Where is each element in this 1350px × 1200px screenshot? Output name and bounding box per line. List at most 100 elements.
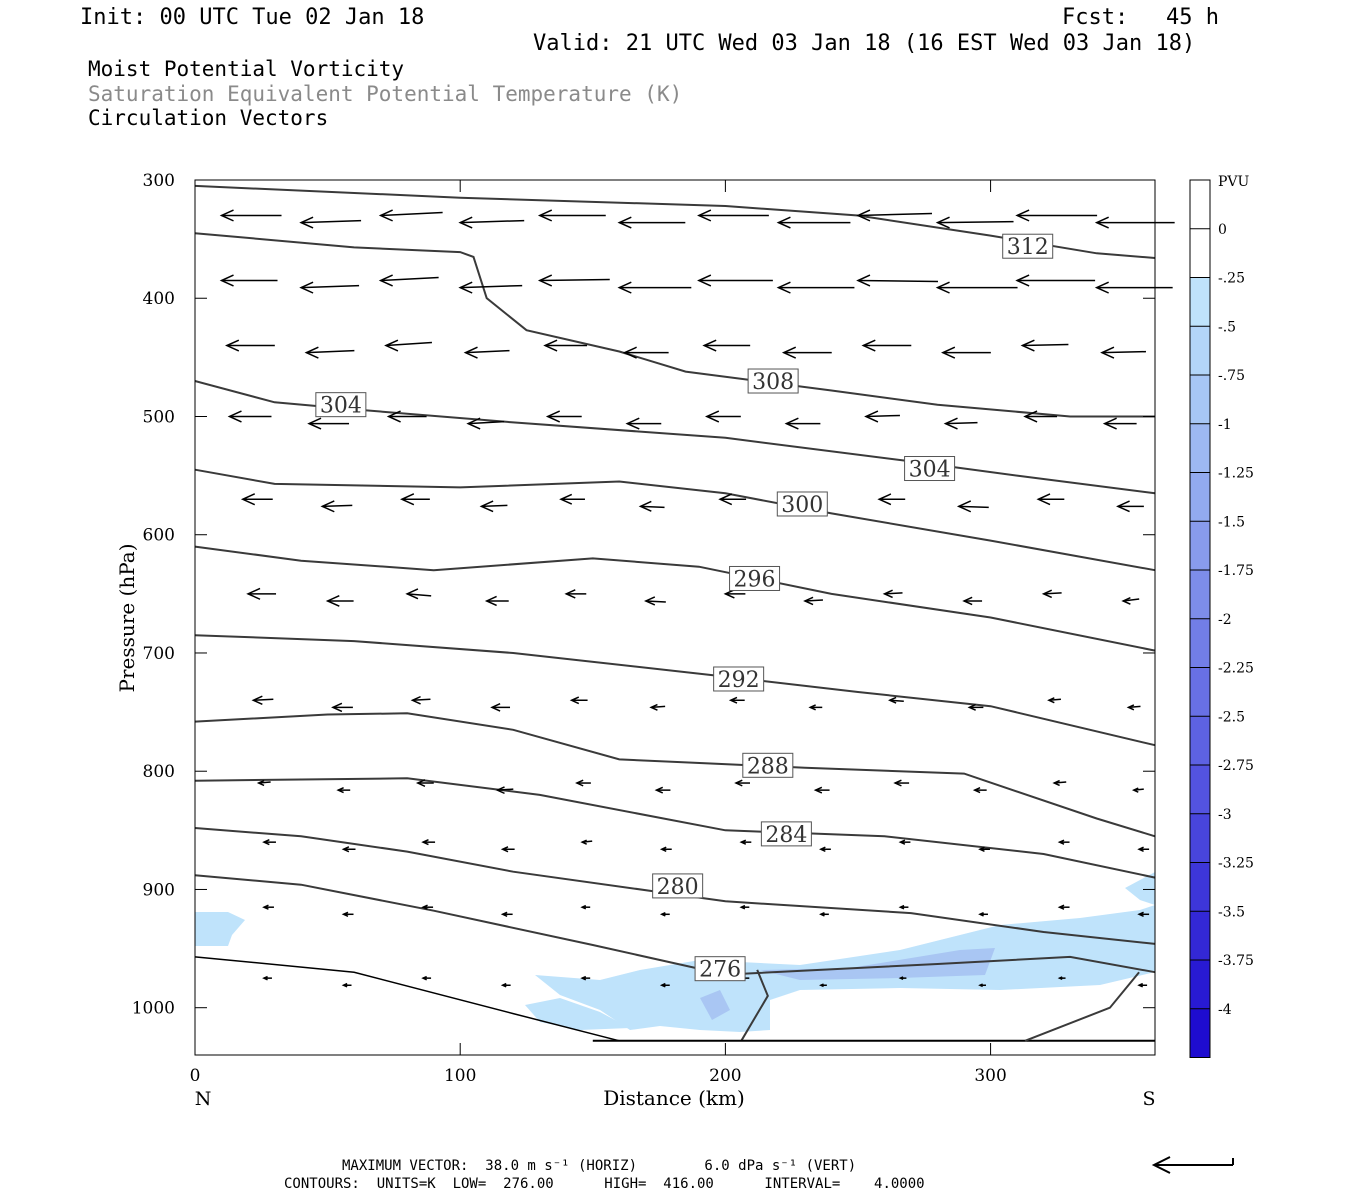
contour-276 — [194, 874, 1156, 976]
wind-vector-head — [1137, 846, 1144, 852]
wind-vector-head — [956, 500, 972, 513]
field-title-vectors: Circulation Vectors — [88, 106, 329, 130]
wind-vector-head — [410, 695, 421, 705]
colorbar-swatch — [1190, 862, 1210, 912]
wind-vector-head — [341, 846, 350, 853]
wind-vector-head — [803, 596, 814, 606]
colorbar-label: -2.5 — [1218, 709, 1245, 725]
colorbar-label: -1.25 — [1218, 466, 1254, 482]
wind-vector-head — [784, 417, 799, 430]
contour-label-box — [776, 491, 828, 517]
circulation-vectors — [219, 209, 1175, 988]
wind-vector — [945, 421, 978, 425]
wind-vector-head — [864, 410, 879, 423]
wind-vector-head — [320, 500, 335, 513]
wind-vector-head — [421, 839, 429, 846]
colorbar-swatch — [1190, 277, 1210, 327]
wind-vector-head — [941, 346, 956, 359]
wind-vector — [481, 504, 508, 508]
contour-308 — [194, 232, 1155, 418]
wind-vector-head — [776, 216, 791, 229]
contour-label-box — [729, 565, 781, 591]
wind-vector — [937, 220, 1014, 224]
wind-vector-head — [559, 493, 573, 505]
x-tick-label: 0 — [190, 1066, 201, 1086]
wind-vector-head — [224, 339, 240, 352]
contour-276-branch — [740, 969, 769, 1042]
wind-vector — [253, 698, 274, 702]
wind-vector-head — [378, 209, 393, 222]
y-tick-label: 300 — [143, 171, 175, 191]
forecast-label: Fcst: — [1062, 5, 1129, 30]
y-tick-label: 1000 — [132, 999, 175, 1019]
wind-vector-head — [1015, 274, 1030, 287]
contour-292 — [194, 634, 1156, 747]
wind-vector-head — [580, 975, 587, 981]
wind-vector-head — [400, 493, 415, 506]
wind-vector-head — [484, 595, 497, 607]
wind-vector-head — [1116, 500, 1130, 513]
contour-296 — [194, 545, 1156, 652]
wind-vector-head — [739, 839, 747, 845]
colorbar-label: -2.25 — [1218, 661, 1254, 677]
contour-label-box — [1002, 233, 1054, 259]
wind-vector-head — [813, 786, 823, 794]
contour-284 — [194, 777, 1156, 879]
wind-vector — [651, 705, 666, 709]
contour-label: 296 — [734, 567, 776, 592]
contour-info-text: CONTOURS: UNITS=K LOW= 276.00 HIGH= 416.… — [284, 1176, 925, 1192]
wind-vector-head — [877, 493, 892, 506]
wind-vector-head — [1121, 597, 1131, 605]
wind-vector-head — [341, 911, 349, 917]
wind-vector-head — [856, 209, 871, 222]
wind-vector — [1043, 592, 1062, 595]
wind-vector-head — [564, 589, 576, 599]
wind-vector-head — [331, 702, 343, 713]
max-vector-legend — [1151, 1156, 1234, 1174]
init-time: Init: 00 UTC Tue 02 Jan 18 — [80, 5, 425, 30]
colorbar-label: -3 — [1218, 807, 1232, 823]
wind-vector-head — [978, 846, 985, 852]
wind-vector-head — [887, 696, 897, 704]
pv-shade-patch — [700, 990, 730, 1020]
wind-vector-head — [307, 417, 322, 430]
wind-vector-head — [537, 274, 553, 287]
contour-label: 284 — [765, 823, 807, 848]
wind-vector-head — [718, 493, 733, 506]
y-tick-label: 900 — [143, 880, 175, 900]
colorbar-swatch — [1190, 570, 1210, 619]
wind-vector-head — [466, 417, 481, 430]
wind-vector — [407, 593, 432, 597]
wind-vector-head — [251, 695, 263, 706]
wind-vector-head — [500, 846, 509, 853]
wind-vector-head — [500, 911, 508, 917]
contour-label-box — [652, 873, 704, 899]
y-tick-label: 400 — [143, 289, 175, 309]
wind-vector-head — [262, 904, 269, 910]
contour-276-east — [1024, 971, 1140, 1042]
wind-vector-head — [617, 216, 632, 229]
colorbar-swatch — [1190, 667, 1210, 717]
wind-vector-head — [240, 493, 256, 506]
contour-label-box — [742, 752, 794, 778]
wind-vector-head — [1131, 787, 1139, 793]
colorbar-label: -.25 — [1218, 271, 1245, 287]
field-title-theta-es: Saturation Equivalent Potential Temperat… — [88, 82, 683, 106]
wind-vector-head — [386, 410, 401, 423]
colorbar-swatch — [1190, 180, 1210, 229]
wind-vector-head — [638, 500, 652, 512]
wind-vector-head — [415, 779, 426, 787]
wind-vector-head — [1100, 346, 1115, 359]
colorbar-label: -3.25 — [1218, 856, 1254, 872]
wind-vector-head — [219, 274, 234, 287]
wind-vector-head — [781, 346, 797, 359]
wind-vector-head — [1102, 417, 1117, 430]
wind-vector-head — [972, 787, 981, 794]
wind-vector-head — [537, 209, 553, 222]
contour-288 — [194, 712, 1156, 838]
colorbar-swatch — [1190, 375, 1210, 424]
colorbar-label: -1 — [1218, 417, 1232, 433]
contour-labels: 312 308 304 304 300 296 292 288 284 280 276 — [315, 233, 1054, 983]
wind-vector-head — [898, 839, 906, 845]
y-axis-label: Pressure (hPa) — [115, 544, 139, 693]
